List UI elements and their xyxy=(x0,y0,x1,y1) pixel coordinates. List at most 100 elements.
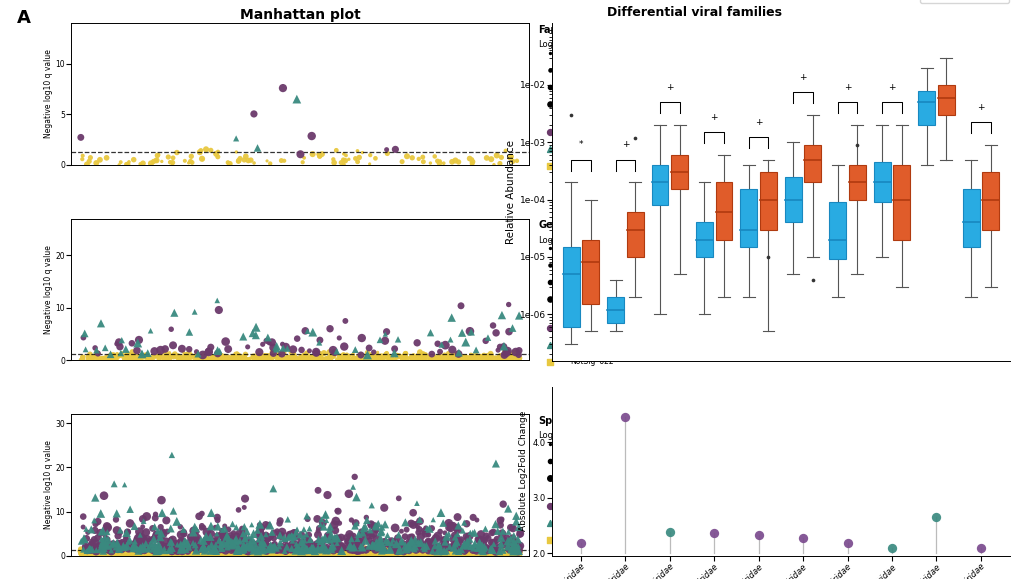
Point xyxy=(283,548,300,557)
Point xyxy=(194,549,210,559)
Point xyxy=(113,550,129,559)
Point xyxy=(442,550,459,559)
Point xyxy=(265,550,281,559)
Point xyxy=(163,549,179,559)
Point xyxy=(72,353,89,362)
Point xyxy=(313,549,329,559)
Point xyxy=(120,527,137,537)
Point xyxy=(391,547,408,556)
Point xyxy=(149,549,165,559)
Bar xyxy=(785,177,801,222)
Point xyxy=(434,536,450,545)
Point xyxy=(457,551,473,560)
Point xyxy=(348,534,365,544)
Point xyxy=(77,551,94,560)
Point xyxy=(233,551,250,560)
Point xyxy=(267,543,283,552)
Point xyxy=(106,549,122,559)
Point xyxy=(105,540,121,549)
Text: +: + xyxy=(665,83,673,92)
Point xyxy=(143,548,159,557)
Point xyxy=(252,549,268,559)
Point xyxy=(397,549,414,558)
Point xyxy=(377,545,393,555)
Point xyxy=(458,351,474,360)
Point xyxy=(149,550,165,559)
Point xyxy=(356,523,372,533)
Point xyxy=(120,551,137,560)
Point xyxy=(504,157,521,166)
Point xyxy=(308,348,324,357)
Point xyxy=(242,541,258,550)
Point xyxy=(345,354,362,363)
Point xyxy=(426,546,442,555)
Point xyxy=(243,544,259,553)
Point xyxy=(462,551,478,560)
Point xyxy=(174,544,191,554)
Point xyxy=(365,549,381,559)
Point xyxy=(248,549,264,559)
Point xyxy=(168,546,184,555)
Point xyxy=(309,514,325,523)
Point xyxy=(173,344,190,353)
Point xyxy=(440,549,457,559)
Point xyxy=(482,551,498,560)
Point xyxy=(252,541,268,550)
Point xyxy=(283,549,300,558)
Point xyxy=(300,355,316,364)
Point xyxy=(234,526,251,535)
Point xyxy=(429,156,445,166)
Point xyxy=(299,548,315,557)
Point xyxy=(357,548,373,557)
Point xyxy=(387,549,404,558)
Point xyxy=(311,523,327,533)
Point xyxy=(153,541,169,550)
Point xyxy=(475,549,491,559)
Point xyxy=(168,539,184,548)
Point xyxy=(301,346,317,356)
Point xyxy=(146,353,162,362)
Point xyxy=(405,551,421,560)
Point xyxy=(284,549,301,559)
Point xyxy=(500,347,517,357)
Point xyxy=(326,547,342,556)
Point xyxy=(390,542,407,551)
Point xyxy=(191,548,207,557)
Point xyxy=(178,547,195,556)
Point xyxy=(435,518,451,527)
Point xyxy=(126,549,143,558)
Point xyxy=(209,547,225,556)
Point xyxy=(325,545,341,555)
Point xyxy=(367,523,383,533)
Point xyxy=(345,543,362,552)
Point xyxy=(343,536,360,545)
Point xyxy=(503,352,520,361)
Point xyxy=(250,547,266,556)
Point xyxy=(420,550,436,559)
Point xyxy=(122,543,139,552)
Point xyxy=(152,549,168,559)
Point xyxy=(492,546,508,555)
Point xyxy=(136,351,152,361)
Point xyxy=(199,548,215,558)
Point xyxy=(308,347,324,357)
Point xyxy=(403,551,419,560)
Point xyxy=(110,548,126,558)
Point xyxy=(129,538,146,547)
Point xyxy=(313,544,329,553)
Point xyxy=(140,548,156,558)
Point xyxy=(323,547,339,556)
Point xyxy=(347,548,364,558)
Point xyxy=(475,551,491,560)
Point xyxy=(454,526,471,535)
Point xyxy=(307,550,323,559)
Point xyxy=(179,353,196,362)
Point xyxy=(102,551,118,560)
Point xyxy=(223,536,239,545)
Point xyxy=(77,549,94,558)
Point xyxy=(305,546,321,555)
Point xyxy=(94,550,110,559)
Point xyxy=(508,156,525,166)
Point xyxy=(299,511,315,521)
Point xyxy=(260,353,276,362)
